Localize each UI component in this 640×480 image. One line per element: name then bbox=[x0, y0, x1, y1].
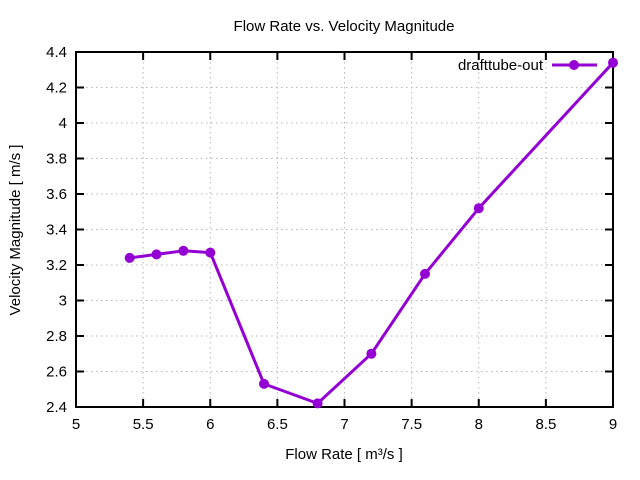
y-tick-label: 3 bbox=[59, 293, 67, 310]
y-tick-label: 2.6 bbox=[46, 364, 67, 381]
y-tick-label: 3.4 bbox=[46, 222, 67, 239]
series-line bbox=[128, 61, 615, 405]
y-tick-label: 2.8 bbox=[46, 328, 67, 345]
y-tick-label: 3.8 bbox=[46, 151, 67, 168]
x-axis-label: Flow Rate [ m³/s ] bbox=[285, 446, 403, 463]
data-point bbox=[151, 249, 162, 260]
data-series bbox=[124, 57, 618, 409]
chart-title: Flow Rate vs. Velocity Magnitude bbox=[234, 18, 455, 35]
y-tick-label: 4.4 bbox=[46, 44, 67, 61]
x-tick-label: 9 bbox=[609, 416, 617, 433]
tick-layer: 5 5.5 6 6.5 7 7.5 8 8.5 9 2.4 2.6 2.8 3 3.2 3.4 3.6 3.8 4… bbox=[46, 44, 617, 433]
x-tick-label: 6 bbox=[206, 416, 214, 433]
y-axis-label: Velocity Magnitude [ m/s ] bbox=[7, 145, 24, 316]
data-point bbox=[259, 378, 269, 389]
y-tick-label: 3.6 bbox=[46, 186, 67, 203]
data-point bbox=[473, 203, 484, 214]
legend-point-marker bbox=[569, 60, 579, 70]
x-tick-label: 7 bbox=[340, 416, 348, 433]
data-point bbox=[178, 245, 189, 256]
x-tick-label: 5 bbox=[72, 416, 80, 433]
y-tick-label: 4 bbox=[59, 115, 67, 132]
y-tick-label: 2.4 bbox=[46, 399, 67, 416]
grid-layer bbox=[76, 52, 613, 407]
y-tick-label: 3.2 bbox=[46, 257, 67, 274]
data-point bbox=[205, 247, 216, 258]
x-tick-label: 8 bbox=[475, 416, 483, 433]
data-point bbox=[312, 398, 323, 409]
x-tick-label: 8.5 bbox=[535, 416, 556, 433]
x-tick-label: 5.5 bbox=[133, 416, 154, 433]
data-point bbox=[366, 348, 377, 359]
legend-series-label: drafttube-out bbox=[458, 57, 544, 74]
x-tick-label: 6.5 bbox=[267, 416, 288, 433]
y-tick-label: 4.2 bbox=[46, 80, 67, 97]
data-point bbox=[608, 57, 618, 68]
legend: drafttube-out bbox=[458, 57, 597, 74]
x-tick-label: 7.5 bbox=[401, 416, 422, 433]
data-point bbox=[124, 252, 135, 263]
data-point bbox=[420, 268, 430, 279]
